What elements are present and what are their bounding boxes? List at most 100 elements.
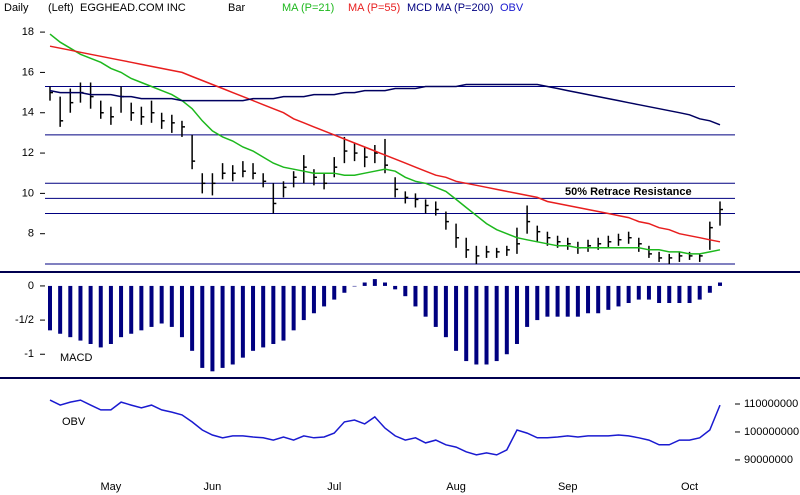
macd-bar — [413, 285, 418, 307]
macd-bar — [393, 285, 398, 290]
macd-bar — [271, 285, 276, 344]
macd-bar — [718, 282, 722, 286]
y-tick-label: 110000000 — [744, 398, 798, 410]
legend-entry: MCD MA (P=200) — [407, 2, 494, 14]
macd-bar — [616, 285, 621, 307]
macd-bar — [190, 285, 195, 351]
macd-bar — [596, 285, 601, 314]
y-tick-label: 16 — [22, 66, 34, 78]
macd-bar — [606, 285, 611, 310]
macd-bar — [504, 285, 509, 355]
y-tick-label: -1 — [24, 348, 34, 360]
moving-average-line — [49, 45, 721, 243]
macd-bar — [230, 285, 235, 365]
legend-entry: Bar — [228, 2, 245, 14]
macd-bar — [525, 285, 530, 327]
y-tick-label: 18 — [22, 26, 34, 38]
macd-bar — [98, 285, 103, 348]
macd-bar — [179, 285, 184, 338]
macd-bar — [129, 285, 134, 334]
macd-bar — [108, 285, 113, 344]
moving-average-line — [49, 83, 721, 126]
macd-bar — [443, 285, 448, 338]
y-tick-label: 8 — [28, 228, 34, 240]
macd-bar — [657, 285, 662, 304]
macd-bar — [586, 285, 591, 314]
macd-bar — [372, 279, 377, 286]
macd-bar — [88, 285, 93, 344]
macd-bar — [403, 285, 408, 297]
macd-bar — [667, 285, 672, 304]
macd-bar — [545, 285, 550, 317]
x-tick-label: Aug — [446, 481, 466, 493]
x-tick-label: Jun — [204, 481, 222, 493]
macd-bar — [433, 285, 438, 327]
macd-bar — [301, 285, 306, 321]
x-tick-label: Jul — [327, 481, 341, 493]
macd-bar — [362, 282, 367, 286]
macd-bar — [454, 285, 459, 351]
macd-bar — [68, 285, 73, 338]
macd-bar — [535, 285, 540, 321]
macd-bar — [423, 285, 428, 317]
panel-label: OBV — [62, 416, 86, 428]
annotation: 50% Retrace Resistance — [565, 186, 692, 198]
macd-bar — [626, 285, 631, 304]
macd-bar — [261, 285, 266, 348]
macd-bar — [251, 285, 256, 351]
macd-bar — [636, 285, 641, 300]
macd-bar — [149, 285, 154, 327]
macd-bar — [474, 285, 479, 365]
macd-bar — [565, 285, 570, 317]
obv-line — [49, 399, 721, 456]
y-tick-label: 90000000 — [744, 454, 793, 466]
macd-bar — [78, 285, 83, 341]
macd-bar — [332, 285, 337, 300]
macd-bar — [383, 282, 387, 286]
legend-entry: MA (P=55) — [348, 2, 400, 14]
macd-bar — [352, 285, 357, 287]
y-tick-label: 0 — [28, 280, 34, 292]
x-tick-label: Oct — [681, 481, 698, 493]
legend-entry: MA (P=21) — [282, 2, 334, 14]
y-tick-label: 100000000 — [744, 426, 799, 438]
panel-label: MACD — [60, 352, 92, 364]
macd-bar — [169, 285, 174, 327]
macd-bar — [575, 285, 580, 317]
macd-bar — [687, 285, 692, 304]
macd-bar — [200, 285, 205, 368]
macd-bar — [484, 285, 489, 365]
macd-bar — [139, 285, 144, 331]
macd-bar — [240, 285, 245, 358]
macd-bar — [555, 285, 560, 317]
macd-bar — [494, 285, 499, 362]
period: Daily — [4, 2, 29, 14]
y-tick-label: 14 — [22, 107, 34, 119]
macd-bar — [291, 285, 296, 331]
macd-bar — [697, 285, 702, 300]
macd-bar — [464, 285, 469, 362]
macd-bar — [220, 285, 225, 368]
macd-bar — [514, 285, 519, 344]
macd-bar — [677, 285, 682, 304]
x-tick-label: May — [101, 481, 122, 493]
macd-bar — [159, 285, 164, 324]
macd-bar — [311, 285, 316, 314]
y-tick-label: -1/2 — [15, 314, 34, 326]
y-tick-label: 10 — [22, 187, 34, 199]
macd-bar — [322, 285, 327, 307]
chart-title: EGGHEAD.COM INC — [80, 2, 186, 14]
macd-bar — [342, 285, 347, 293]
moving-average-line — [49, 33, 721, 255]
legend-entry: OBV — [500, 2, 524, 14]
macd-bar — [281, 285, 286, 341]
x-tick-label: Sep — [558, 481, 578, 493]
macd-bar — [58, 285, 63, 334]
macd-bar — [119, 285, 124, 338]
macd-bar — [210, 285, 215, 372]
y-tick-label: 12 — [22, 147, 34, 159]
macd-bar — [646, 285, 651, 300]
macd-bar — [707, 285, 712, 293]
